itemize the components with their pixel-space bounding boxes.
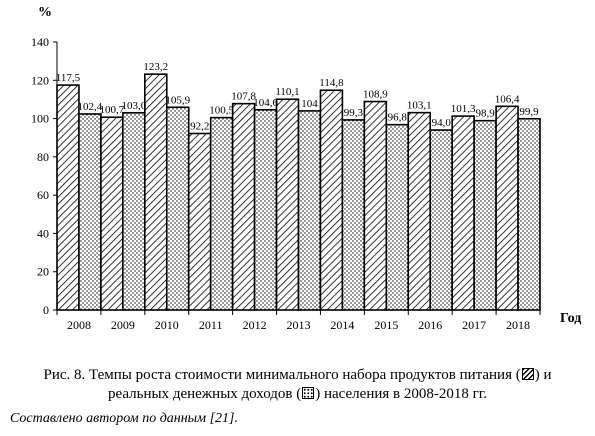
data-label: 104,6 [253, 97, 278, 109]
dots-legend-icon [302, 387, 315, 399]
bar-dots-2011 [209, 116, 234, 311]
y-tick-label: 0 [43, 303, 49, 317]
y-tick-label: 60 [37, 188, 49, 202]
bar-dots-2010 [165, 106, 190, 311]
bar-hatch-2015 [363, 100, 388, 311]
bar-dots-2015 [385, 123, 410, 311]
x-tick-label: 2011 [199, 318, 223, 332]
bar-hatch-2013 [275, 98, 300, 311]
x-tick-label: 2017 [462, 318, 486, 332]
data-label: 110,1 [275, 86, 299, 98]
data-label: 106,4 [495, 93, 520, 105]
x-tick-label: 2015 [374, 318, 398, 332]
data-label: 103,1 [407, 100, 432, 112]
figure-caption: Рис. 8. Темпы роста стоимости минимально… [0, 366, 595, 404]
y-tick-label: 120 [31, 73, 49, 87]
x-tick-label: 2018 [506, 318, 530, 332]
bar-hatch-2011 [187, 132, 212, 311]
bar-hatch-2014 [319, 89, 344, 311]
bar-dots-2012 [253, 108, 278, 311]
data-label: 92,2 [190, 121, 209, 133]
x-tick-label: 2016 [418, 318, 442, 332]
data-label: 99,9 [519, 106, 539, 118]
bar-dots-2017 [473, 119, 497, 311]
y-tick-label: 140 [31, 35, 49, 49]
data-label: 101,3 [451, 103, 476, 115]
caption-line-1: Рис. 8. Темпы роста стоимости минимально… [0, 366, 595, 385]
y-axis-label: % [38, 5, 52, 20]
x-axis-label: Год [560, 311, 581, 326]
data-label: 104 [301, 98, 318, 110]
bar-hatch-2009 [100, 116, 124, 311]
caption-line-1-text: Рис. 8. Темпы роста стоимости минимально… [43, 367, 521, 383]
bar-hatch-2010 [144, 73, 168, 311]
data-label: 99,3 [344, 107, 364, 119]
x-tick-label: 2013 [287, 318, 311, 332]
data-label: 100,5 [209, 105, 234, 117]
bar-chart: % Год 0 20 40 60 80 100 120 140 2008 2009 2010 2011… [31, 5, 581, 332]
caption-line-1-end: ) и [534, 367, 552, 383]
bar-dots-2008 [78, 113, 102, 311]
x-tick-label: 2014 [330, 318, 354, 332]
bar-hatch-2012 [231, 102, 256, 311]
x-tick-label: 2009 [111, 318, 135, 332]
caption-line-2-text: реальных денежных доходов ( [108, 386, 302, 402]
data-label: 98,9 [475, 108, 495, 120]
data-label: 105,9 [165, 94, 190, 106]
y-tick-label: 20 [37, 265, 49, 279]
data-label: 102,4 [78, 101, 103, 113]
hatch-legend-icon [521, 368, 534, 380]
data-label: 108,9 [363, 89, 388, 101]
bar-dots-2016 [429, 129, 453, 311]
bar-dots-2018 [517, 117, 541, 311]
data-label: 117,5 [56, 72, 81, 84]
data-label: 123,2 [143, 61, 168, 73]
data-label: 103,0 [121, 100, 146, 112]
bar-hatch-2016 [407, 111, 432, 311]
x-tick-label: 2008 [67, 318, 91, 332]
bar-dots-2014 [341, 119, 366, 311]
y-tick-label: 100 [31, 112, 49, 126]
data-label: 107,8 [231, 91, 256, 103]
bar-hatch-2018 [495, 105, 519, 311]
bar-dots-2009 [122, 112, 146, 311]
data-label: 96,8 [388, 112, 408, 124]
x-tick-label: 2010 [155, 318, 179, 332]
bar-hatch-2017 [451, 115, 475, 311]
data-label: 94,0 [432, 117, 452, 129]
data-label: 114,8 [319, 77, 344, 89]
bar-dots-2013 [297, 110, 322, 311]
y-tick-label: 40 [37, 226, 49, 240]
caption-line-2: реальных денежных доходов ( ) населения в… [0, 385, 595, 404]
x-tick-label: 2012 [243, 318, 267, 332]
source-note: Составлено автором по данным [21]. [10, 411, 238, 426]
bar-hatch-2008 [56, 84, 80, 311]
y-tick-label: 80 [37, 150, 49, 164]
data-label: 100,7 [100, 104, 125, 116]
caption-line-2-end: ) населения в 2008-2018 гг. [315, 386, 487, 402]
